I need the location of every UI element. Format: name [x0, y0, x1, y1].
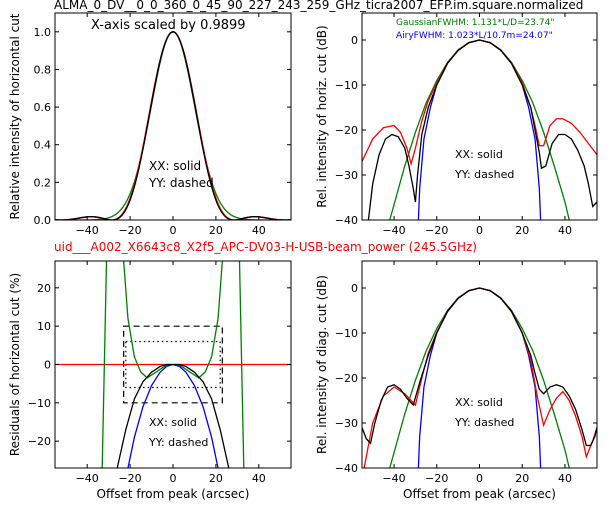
yy-legend-text: YY: dashed — [148, 176, 214, 190]
y-tick-label: 0.0 — [34, 214, 52, 227]
x-tick-label: −40 — [76, 224, 99, 237]
panel-top-right: −40 −20 0 20 40 −40 −30 −20 −10 0 Rel. intensity o… — [315, 12, 598, 237]
y-tick-label: −30 — [335, 169, 358, 182]
series-line-green — [101, 261, 108, 468]
plot-area — [55, 261, 291, 468]
x-tick-label: 20 — [209, 224, 223, 237]
y-tick-label: −30 — [335, 417, 358, 430]
x-tick-label: 0 — [476, 224, 483, 237]
plot-area — [362, 287, 597, 468]
xx-legend-text: XX: solid — [149, 416, 197, 429]
y-axis-label: Residuals of horizontal cut (%) — [8, 273, 22, 456]
y-tick-label: 0.6 — [34, 101, 52, 114]
airy-fwhm-text: AiryFWHM: 1.023*L/10.7m=24.07" — [396, 31, 553, 41]
xx-legend-text: XX: solid — [455, 148, 503, 161]
yy-legend-text: YY: dashed — [454, 416, 514, 429]
y-tick-label: 1.0 — [34, 26, 52, 39]
panel-top-left: −40 −20 0 20 40 0.0 0.2 0.4 0.6 0.8 1.0 Relative in… — [8, 12, 292, 237]
series-line-black — [362, 287, 597, 447]
series-line-red — [55, 31, 291, 220]
series-line-black — [367, 39, 597, 220]
panel-bottom-left: −40 −20 0 20 40 −20 −10 0 10 20 Residuals of horiz… — [8, 260, 292, 501]
series-line-black — [116, 363, 230, 468]
x-tick-label: −40 — [76, 472, 99, 485]
gaussian-fwhm-text: GaussianFWHM: 1.131*L/D=23.74" — [396, 18, 554, 28]
series-line-red — [362, 39, 597, 167]
series-line-green — [123, 261, 223, 379]
y-tick-label: 0.8 — [34, 63, 52, 76]
figure-subtitle: uid___A002_X6643c8_X2f5_APC-DV03-H-USB-b… — [54, 240, 477, 254]
series-line-blue — [417, 287, 542, 468]
scale-annotation: X-axis scaled by 0.9899 — [91, 18, 246, 33]
x-axis-label: Offset from peak (arcsec) — [97, 487, 250, 501]
x-tick-label: 0 — [170, 472, 177, 485]
x-tick-label: −20 — [118, 472, 141, 485]
series-line-blue — [55, 31, 291, 220]
chart-panels: −40 −20 0 20 40 0.0 0.2 0.4 0.6 0.8 1.0 Relative in… — [8, 12, 598, 501]
x-tick-label: −40 — [382, 224, 405, 237]
series-line-blue — [417, 39, 542, 220]
y-tick-label: −40 — [335, 214, 358, 227]
y-axis-label: Relative intensity of horizontal cut — [8, 13, 22, 219]
y-tick-label: 10 — [37, 320, 51, 333]
y-tick-label: −10 — [335, 327, 358, 340]
y-axis-label: Rel. intensity of diag. cut (dB) — [315, 275, 329, 454]
y-tick-label: 0.4 — [34, 139, 52, 152]
x-axis-label: Offset from peak (arcsec) — [403, 487, 556, 501]
y-tick-label: −10 — [28, 397, 51, 410]
series-line-green — [55, 31, 291, 220]
y-tick-label: −20 — [335, 124, 358, 137]
y-tick-label: 0 — [351, 34, 358, 47]
x-tick-label: −20 — [425, 472, 448, 485]
series-line-green — [389, 287, 570, 468]
y-tick-label: −20 — [335, 372, 358, 385]
series-line-green — [238, 261, 245, 468]
plot-area — [362, 39, 597, 220]
y-tick-label: 0 — [351, 282, 358, 295]
x-tick-label: 20 — [515, 472, 529, 485]
yy-legend-text: YY: dashed — [148, 436, 208, 449]
x-tick-label: 40 — [252, 224, 266, 237]
y-tick-label: 0.2 — [34, 176, 52, 189]
panel-bottom-right: −40 −20 0 20 40 −40 −30 −20 −10 0 Rel. intensity o… — [315, 260, 598, 501]
xx-legend-text: XX: solid — [149, 159, 201, 173]
x-tick-label: 40 — [558, 472, 572, 485]
x-tick-label: 40 — [558, 224, 572, 237]
y-tick-label: −20 — [28, 435, 51, 448]
y-tick-label: 20 — [37, 282, 51, 295]
figure-title: ALMA_0_DV__0_0_360_0_45_90_227_243_259_G… — [54, 0, 583, 12]
y-tick-label: −10 — [335, 79, 358, 92]
yy-legend-text: YY: dashed — [454, 168, 514, 181]
x-tick-label: 20 — [515, 224, 529, 237]
x-tick-label: 0 — [476, 472, 483, 485]
y-tick-label: −40 — [335, 462, 358, 475]
x-tick-label: −40 — [382, 472, 405, 485]
y-tick-label: 0 — [44, 359, 51, 372]
x-tick-label: 20 — [209, 472, 223, 485]
x-tick-label: −20 — [425, 224, 448, 237]
plot-area — [55, 31, 291, 220]
series-line-black — [55, 31, 291, 220]
x-tick-label: −20 — [118, 224, 141, 237]
x-tick-label: 0 — [170, 224, 177, 237]
x-tick-label: 40 — [252, 472, 266, 485]
xx-legend-text: XX: solid — [455, 396, 503, 409]
y-axis-label: Rel. intensity of horiz. cut (dB) — [315, 25, 329, 207]
